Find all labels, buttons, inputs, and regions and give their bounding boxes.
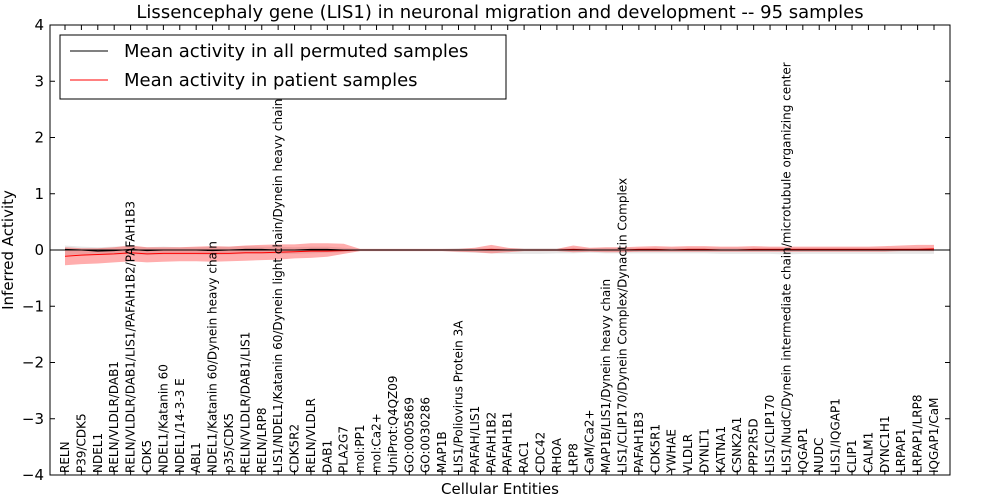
category-label: VLDLR <box>681 434 695 473</box>
category-label: CALM1 <box>861 432 875 473</box>
axes: −4 −3 −2 −1 0 1 2 3 4 <box>22 16 951 484</box>
category-label: KATNA1 <box>714 426 728 473</box>
category-label: CLIP1 <box>845 440 859 473</box>
category-label: p35/CDK5 <box>222 413 236 473</box>
category-label: NUDC <box>812 438 826 473</box>
category-label: UniProt:Q4QZ09 <box>386 375 400 473</box>
category-label: YWHAE <box>665 429 679 474</box>
category-label: NDEL1/14-3-3 E <box>173 378 187 473</box>
category-label: LIS1/Poliovirus Protein 3A <box>452 320 466 473</box>
category-label: PLA2G7 <box>337 426 351 473</box>
category-label: CDC42 <box>533 432 547 473</box>
category-label: GO:0005869 <box>402 397 416 473</box>
category-label: CDK5 <box>140 440 154 473</box>
category-label: mol:Ca2+ <box>370 413 384 473</box>
y-tick-label: −4 <box>22 466 44 484</box>
category-label: LIS1/CLIP170/Dynein Complex/Dynactin Com… <box>615 178 629 473</box>
legend-label: Mean activity in all permuted samples <box>124 41 468 62</box>
category-label: ABL1 <box>189 442 203 473</box>
category-label: PAFAH/LIS1 <box>468 406 482 473</box>
category-label: RELN/LRP8 <box>255 407 269 473</box>
x-axis-label: Cellular Entities <box>441 480 559 498</box>
category-labels: RELN P39/CDK5 NDEL1 RELN/VLDLR/DAB1 RELN/VLD… <box>58 62 941 474</box>
category-label: RAC1 <box>517 441 531 473</box>
category-label: DYNC1H1 <box>878 415 892 473</box>
category-label: MAP1B <box>435 431 449 473</box>
band-patient <box>65 243 934 266</box>
category-label: LRPAP1/LRP8 <box>911 394 925 473</box>
category-label: RELN/VLDLR/DAB1/LIS1 <box>238 332 252 473</box>
category-label: RELN/VLDLR/DAB1/LIS1/PAFAH1B2/PAFAH1B3 <box>124 201 138 473</box>
y-tick-label: −3 <box>22 410 44 428</box>
category-label: mol:PP1 <box>353 424 367 473</box>
chart-title: Lissencephaly gene (LIS1) in neuronal mi… <box>136 2 863 23</box>
category-label: RELN/VLDLR/DAB1 <box>107 361 121 473</box>
category-label: PAFAH1B3 <box>632 412 646 473</box>
y-tick-label: −1 <box>22 297 44 315</box>
category-label: CDK5R1 <box>648 424 662 473</box>
category-label: CaM/Ca2+ <box>583 409 597 473</box>
category-label: CDK5R2 <box>288 424 302 473</box>
y-tick-label: 1 <box>34 185 44 203</box>
category-label: PAFAH1B1 <box>501 412 515 473</box>
legend: Mean activity in all permuted samples Mea… <box>59 34 507 100</box>
category-label: PPP2R5D <box>747 418 761 473</box>
category-label: CSNK2A1 <box>730 417 744 473</box>
category-label: DAB1 <box>320 440 334 473</box>
category-label: NDEL1 <box>91 433 105 473</box>
category-label: PAFAH1B2 <box>484 412 498 473</box>
category-label: DYNLT1 <box>697 428 711 473</box>
category-label: MAP1B/LIS1/Dynein heavy chain <box>599 279 613 473</box>
confidence-bands <box>65 243 934 266</box>
category-label: LRPAP1 <box>894 428 908 473</box>
y-tick-label: −2 <box>22 354 44 372</box>
category-label: RELN <box>58 441 72 473</box>
category-label: NDEL1/Katanin 60/Dynein heavy chain <box>206 241 220 473</box>
y-tick-label: 4 <box>34 16 44 34</box>
category-label: P39/CDK5 <box>74 413 88 473</box>
category-label: IQGAP1 <box>796 428 810 473</box>
category-label: LIS1/NudC/Dynein intermediate chain/micr… <box>779 62 793 473</box>
category-label: LRP8 <box>566 443 580 473</box>
legend-box <box>59 34 507 100</box>
y-tick-label: 3 <box>34 72 44 90</box>
category-label: RELN/VLDLR <box>304 398 318 473</box>
category-label: IQGAP1/CaM <box>927 398 941 474</box>
category-label: GO:0030286 <box>419 397 433 473</box>
y-tick-label: 0 <box>34 241 44 259</box>
y-axis-label: Inferred Activity <box>0 190 17 310</box>
category-label: LIS1/CLIP170 <box>763 395 777 473</box>
category-label: LIS1/IQGAP1 <box>829 398 843 473</box>
category-label: RHOA <box>550 437 564 473</box>
y-tick-label: 2 <box>34 129 44 147</box>
legend-label: Mean activity in patient samples <box>124 70 418 91</box>
category-label: NDEL1/Katanin 60 <box>156 364 170 473</box>
category-label: LIS1/NDEL1/Katanin 60/Dynein light chain… <box>271 99 285 473</box>
